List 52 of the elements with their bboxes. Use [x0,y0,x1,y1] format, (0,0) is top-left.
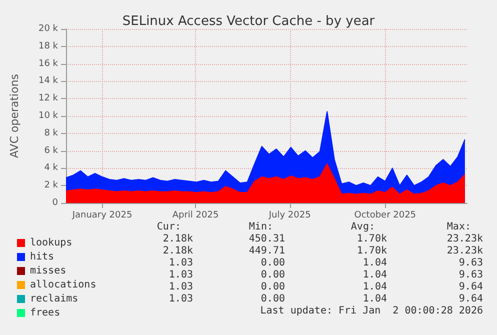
text: Cur: [156,222,181,232]
x-tick-label: October 2025 [354,210,416,220]
text: 1.70k [356,246,387,256]
y-tick-label: 0 [52,198,58,208]
text: Min: [248,222,273,232]
text: 1.04 [362,282,387,292]
x-tick-label: July 2025 [268,210,311,220]
text: 2.18k [162,246,193,256]
chart-title: SELinux Access Vector Cache - by year [122,14,376,29]
legend-label: frees [30,308,60,318]
text: Avg: [350,222,375,232]
text: 23.23k [446,246,483,256]
y-tick-label: 14 k [38,76,59,86]
text: 449.71 [248,246,285,256]
text: 1.03 [168,258,193,268]
text: 450.31 [248,234,285,244]
y-tick-label: 8 k [44,128,59,138]
y-tick-label: 4 k [44,163,59,174]
text: 1.04 [362,270,387,280]
text: 1.70k [356,234,387,244]
legend-label: hits [30,252,54,262]
text: 0.00 [260,294,285,304]
text: Last update: Fri Jan 2 00:00:28 2026 [260,306,483,316]
text: 9.64 [458,294,483,304]
text: 2.18k [162,234,193,244]
y-tick-label: 6 k [44,146,59,156]
text: Max: [446,222,471,232]
x-tick-label: January 2025 [71,210,132,220]
text: 1.03 [168,294,193,304]
x-tick-label: April 2025 [172,210,219,220]
text: 0.00 [260,258,285,268]
y-tick-label: 18 k [38,41,59,52]
text: 9.63 [458,258,483,268]
text: 9.63 [458,270,483,280]
y-axis-title: AVC operations [8,74,21,158]
text: 23.23k [446,234,483,244]
text: 1.03 [168,270,193,280]
y-tick-label: 20 k [38,24,59,34]
y-tick-label: 12 k [38,94,59,104]
text: 1.04 [362,294,387,304]
text: 0.00 [260,270,285,280]
y-tick-label: 2 k [44,180,59,191]
legend-label: reclaims [30,294,78,304]
text: 1.03 [168,282,193,292]
text: 9.64 [458,282,483,292]
legend-label: allocations [30,280,96,290]
legend-label: misses [30,266,66,276]
y-tick-label: 10 k [38,111,59,121]
y-tick-label: 16 k [38,58,59,69]
text: 1.04 [362,258,387,268]
legend-label: lookups [30,238,72,248]
text: 0.00 [260,282,285,292]
